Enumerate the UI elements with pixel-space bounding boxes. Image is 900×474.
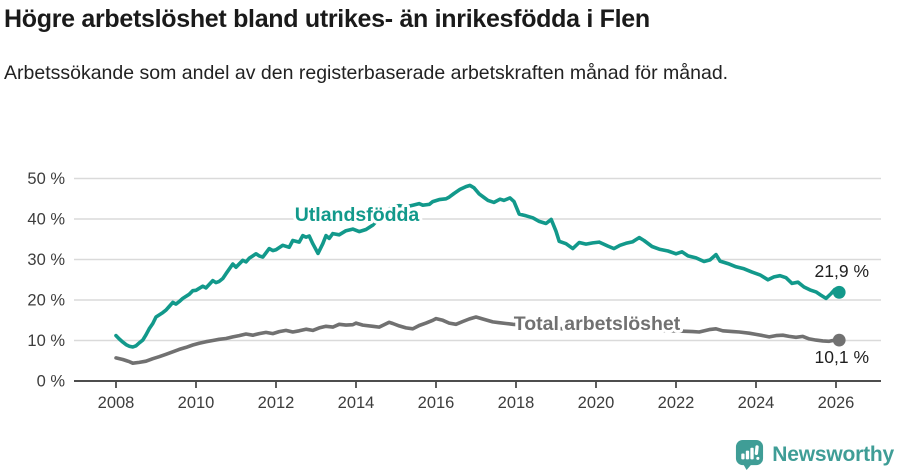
- x-tick-label: 2018: [498, 394, 535, 412]
- end-dot-utlandsfodda: [832, 285, 846, 299]
- x-tick-label: 2020: [578, 394, 615, 412]
- newsworthy-logo-icon: [736, 439, 764, 470]
- x-tick-label: 2008: [98, 394, 135, 412]
- newsworthy-logo: Newsworthy: [734, 439, 894, 470]
- x-tick-label: 2024: [738, 394, 775, 412]
- end-value-label-total-arbetsloshet: 10,1 %: [815, 347, 869, 367]
- x-tick-label: 2026: [818, 394, 855, 412]
- x-tick-label: 2010: [178, 394, 215, 412]
- series-label-utlandsfodda: Utlandsfödda: [295, 204, 420, 226]
- x-tick-label: 2016: [418, 394, 455, 412]
- y-tick-label: 50 %: [27, 170, 65, 188]
- y-tick-label: 40 %: [27, 211, 65, 229]
- y-tick-label: 10 %: [27, 332, 65, 350]
- y-tick-label: 0 %: [37, 373, 66, 391]
- series-label-total-arbetsloshet: Total arbetslöshet: [514, 313, 681, 335]
- end-value-label-utlandsfodda: 21,9 %: [815, 261, 869, 281]
- x-tick-label: 2012: [258, 394, 295, 412]
- y-tick-label: 30 %: [27, 251, 65, 269]
- series-line-total-arbetsloshet: [114, 315, 842, 366]
- y-tick-label: 20 %: [27, 292, 65, 310]
- end-dot-total-arbetsloshet: [832, 333, 846, 347]
- x-tick-label: 2014: [338, 394, 375, 412]
- x-tick-label: 2022: [658, 394, 695, 412]
- newsworthy-logo-text: Newsworthy: [772, 442, 894, 466]
- page-title: Högre arbetslöshet bland utrikes- än inr…: [4, 5, 650, 33]
- series-line-utlandsfodda: [114, 183, 842, 349]
- chart-subtitle: Arbetssökande som andel av den registerb…: [4, 62, 729, 84]
